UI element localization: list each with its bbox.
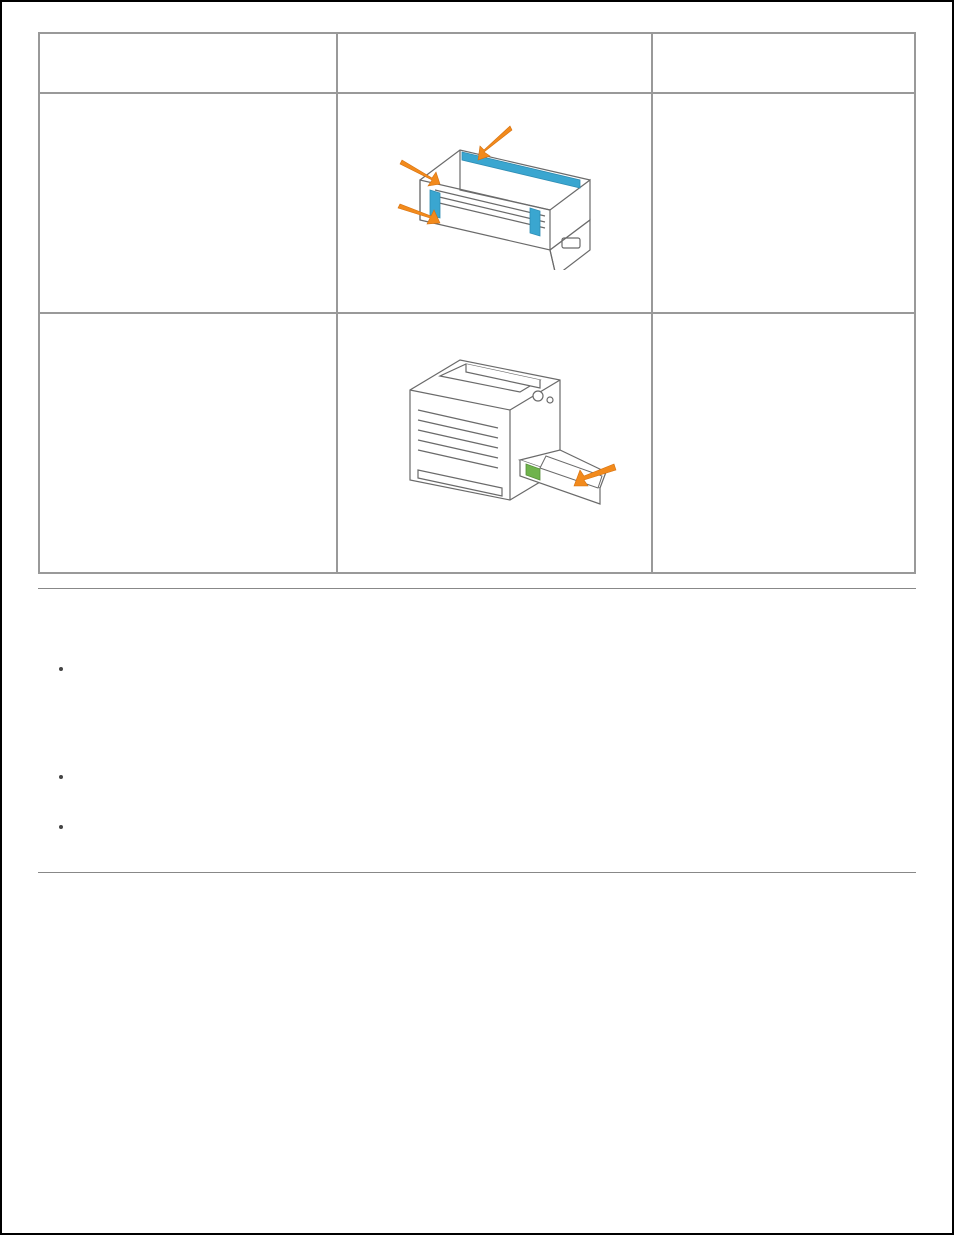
printer-illustration: [370, 320, 620, 540]
list-item: [74, 767, 916, 787]
table-header-cell: [337, 33, 652, 93]
list-item: [74, 659, 916, 737]
table-cell: [39, 313, 337, 573]
table-header-cell: [39, 33, 337, 93]
table-header-cell: [652, 33, 915, 93]
page: [0, 0, 954, 1235]
table-row: [39, 313, 915, 573]
table-row: [39, 93, 915, 313]
table-header-row: [39, 33, 915, 93]
list-item: [74, 817, 916, 837]
table-cell: [652, 93, 915, 313]
table-cell: [652, 313, 915, 573]
table-cell-image: [337, 313, 652, 573]
layout-table: [38, 32, 916, 574]
table-cell: [39, 93, 337, 313]
table-cell-image: [337, 93, 652, 313]
divider: [38, 588, 916, 589]
body-text-block: [38, 659, 916, 873]
bullet-list: [38, 659, 916, 836]
divider: [38, 872, 916, 873]
paper-tray-illustration: [380, 100, 610, 270]
